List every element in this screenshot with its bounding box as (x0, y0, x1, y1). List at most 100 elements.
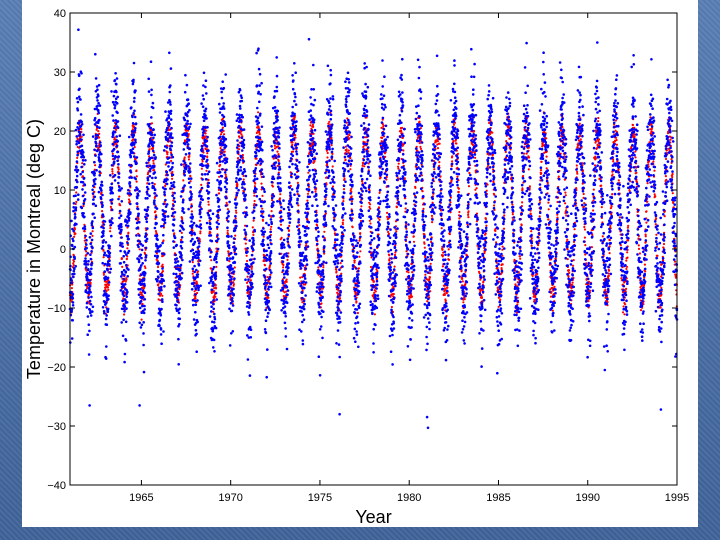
data-point (127, 237, 130, 241)
data-point (74, 206, 78, 209)
data-point (138, 234, 141, 237)
data-point (656, 254, 659, 257)
data-point (545, 137, 548, 140)
data-point (99, 159, 102, 163)
data-point (94, 204, 98, 207)
data-point (418, 142, 421, 145)
data-point (331, 185, 335, 188)
data-point (282, 263, 285, 267)
data-point (122, 277, 126, 281)
data-point (102, 253, 106, 257)
data-point (262, 235, 265, 238)
data-point (152, 159, 155, 162)
data-point (72, 269, 76, 273)
data-point (331, 165, 334, 168)
data-point (326, 156, 329, 159)
data-point (122, 285, 125, 288)
data-point (83, 191, 87, 194)
data-point (78, 132, 82, 136)
data-point (98, 126, 101, 129)
data-point (81, 159, 85, 162)
data-point (83, 227, 87, 231)
data-point (426, 278, 429, 281)
data-point (547, 201, 550, 204)
data-point (326, 151, 329, 155)
data-point (297, 204, 300, 207)
data-point (401, 126, 404, 129)
data-point (143, 265, 146, 268)
data-point (72, 202, 76, 205)
data-point (452, 123, 456, 126)
data-point (83, 198, 87, 201)
data-point (129, 193, 133, 196)
data-point (121, 242, 124, 245)
data-point (71, 304, 75, 307)
data-point (150, 93, 153, 97)
data-point (89, 303, 93, 306)
data-point (219, 133, 223, 136)
data-point (135, 175, 138, 178)
data-point (461, 277, 464, 280)
data-point (438, 161, 441, 164)
data-point (84, 289, 88, 292)
data-point (639, 309, 643, 312)
data-point (91, 135, 95, 138)
data-point (617, 179, 620, 182)
data-point (624, 303, 627, 306)
data-point (115, 135, 118, 138)
data-point (267, 296, 270, 299)
data-point (137, 212, 140, 216)
data-point (111, 172, 114, 175)
data-point (394, 251, 397, 254)
data-point (449, 201, 452, 204)
data-point (127, 249, 131, 253)
data-point (587, 300, 590, 303)
data-point (298, 224, 301, 227)
data-point (115, 128, 118, 131)
data-point (142, 332, 145, 335)
data-point (276, 164, 279, 167)
data-point (316, 224, 319, 227)
data-point (109, 267, 113, 271)
data-point (370, 256, 373, 259)
data-point (278, 197, 282, 200)
data-point (397, 165, 400, 168)
data-point (142, 277, 146, 281)
data-point (150, 88, 153, 92)
data-point (87, 323, 91, 327)
data-point (152, 162, 155, 165)
data-point (109, 174, 112, 177)
data-point (75, 166, 78, 169)
data-point (102, 223, 106, 226)
data-point (118, 195, 121, 198)
data-point (97, 101, 100, 105)
data-point (142, 370, 146, 374)
data-point (88, 329, 91, 333)
data-point (293, 118, 296, 121)
data-point (101, 204, 104, 207)
data-point (142, 321, 145, 324)
data-point (601, 235, 604, 238)
data-point (120, 236, 123, 239)
data-point (88, 299, 92, 303)
data-point (405, 250, 408, 253)
data-point (293, 116, 296, 119)
data-point (255, 157, 258, 160)
data-point (122, 260, 126, 264)
data-point (155, 214, 158, 217)
data-point (97, 157, 101, 160)
data-point (458, 210, 461, 214)
data-point (226, 208, 229, 211)
data-point (242, 178, 245, 181)
data-point (82, 133, 85, 137)
data-point (84, 234, 87, 238)
data-point (600, 206, 603, 209)
data-point (92, 198, 95, 201)
data-point (610, 205, 613, 208)
data-point (467, 210, 470, 213)
data-point (447, 248, 450, 251)
data-point (97, 83, 101, 87)
data-point (116, 140, 120, 143)
data-point (273, 144, 276, 147)
data-point (139, 300, 143, 303)
